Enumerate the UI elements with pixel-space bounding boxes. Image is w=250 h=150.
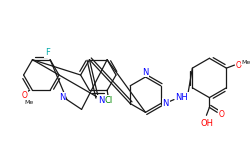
Text: N: N (142, 68, 149, 76)
Text: O: O (22, 91, 28, 100)
Text: N: N (59, 93, 65, 102)
Text: Cl: Cl (105, 96, 113, 105)
Text: OH: OH (201, 119, 214, 128)
Text: N: N (98, 96, 104, 105)
Text: NH: NH (176, 93, 188, 102)
Text: N: N (162, 99, 169, 108)
Text: F: F (45, 48, 50, 57)
Text: O: O (235, 61, 241, 70)
Text: Me: Me (242, 60, 250, 65)
Text: Me: Me (25, 100, 34, 105)
Text: O: O (218, 110, 224, 119)
